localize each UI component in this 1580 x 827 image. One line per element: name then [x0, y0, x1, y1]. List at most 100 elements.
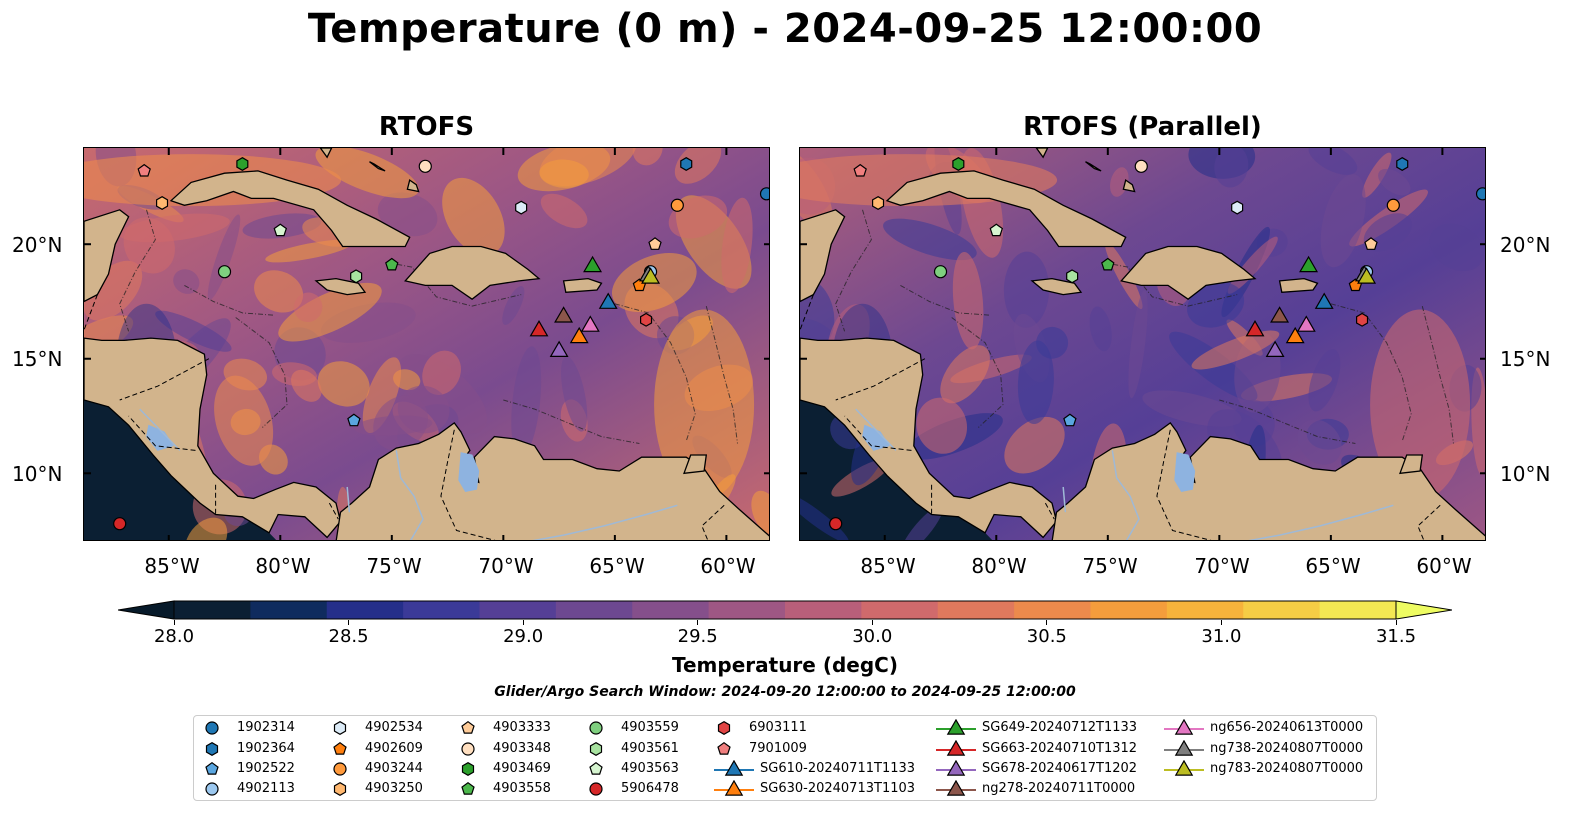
legend: 1902314 1902364 1902522 4902113 4902534 49026…	[193, 715, 1377, 801]
sst-patch	[511, 346, 542, 458]
river	[395, 450, 424, 540]
legend-marker	[205, 782, 219, 796]
legend-hexagon	[205, 742, 219, 756]
legend-label: SG663-20240710T1312	[982, 741, 1138, 756]
legend-marker	[461, 762, 475, 776]
colorbar-segment	[1090, 601, 1168, 619]
contour-line	[1219, 399, 1356, 444]
lat-label-20n-right: 20°N	[1500, 233, 1551, 257]
lon-label-60w: 60°W	[1416, 554, 1472, 578]
land-puertorico	[1278, 277, 1319, 293]
marker-1902522	[347, 413, 361, 427]
sst-patch	[315, 148, 419, 199]
contour-line	[705, 305, 738, 444]
legend-marker	[205, 721, 219, 735]
sst-patch	[155, 310, 232, 352]
legend-label: 7901009	[749, 741, 807, 756]
legend-marker	[205, 742, 219, 756]
sst-patch	[1128, 290, 1148, 399]
legend-label: 4903563	[621, 761, 679, 776]
legend-label: SG630-20240713T1103	[760, 781, 916, 796]
marker-SG630-20240713T1103	[569, 326, 589, 344]
marker-4903348	[1134, 159, 1148, 173]
sst-patch	[632, 148, 663, 166]
colorbar-segment	[1166, 601, 1244, 619]
marker-4902534	[1231, 200, 1244, 215]
sst-patch	[1378, 168, 1411, 196]
sst-patch	[721, 197, 753, 294]
sst-patch	[1004, 416, 1065, 474]
colorbar-segment	[250, 601, 328, 619]
marker-5906478	[113, 517, 127, 531]
legend-hexagon	[717, 721, 731, 735]
sst-patch	[800, 277, 835, 348]
marker-SG610-20240711T1133	[598, 292, 618, 309]
sst-patch	[353, 415, 433, 436]
lon-label-65w: 65°W	[1305, 554, 1361, 578]
sst-patch	[1003, 251, 1050, 328]
sst-patch	[1214, 148, 1249, 188]
land-hispaniola	[403, 245, 541, 301]
colorbar-segment	[785, 601, 862, 619]
marker-4903333	[1364, 237, 1378, 250]
sst-patch	[1370, 309, 1471, 500]
marker-ng656-20240613T0000	[580, 315, 600, 332]
legend-label: SG610-20240711T1133	[760, 761, 916, 776]
land-bahamas2	[1085, 161, 1102, 172]
legend-marker	[936, 760, 976, 776]
colorbar-segment	[1243, 601, 1321, 619]
legend-triangle	[1174, 740, 1194, 756]
legend-label: 4903558	[493, 781, 551, 796]
legend-label: ng278-20240711T0000	[982, 781, 1136, 796]
pacific-cold-water	[84, 400, 277, 540]
marker-SG649-20240712T1133	[1299, 255, 1319, 273]
legend-hexagon	[589, 742, 603, 756]
sst-patch	[1308, 349, 1341, 412]
country-border	[800, 294, 814, 332]
colorbar-tick-label: 31.5	[1375, 626, 1417, 647]
lon-label-80w: 80°W	[255, 554, 311, 578]
legend-label: ng656-20240613T0000	[1210, 720, 1364, 735]
land-bahamas1	[319, 148, 333, 159]
sst-patch	[254, 270, 304, 313]
legend-label: SG678-20240617T1202	[982, 761, 1138, 776]
sst-patch	[291, 369, 322, 402]
marker-4903561	[350, 269, 363, 284]
legend-pentagon	[717, 741, 731, 755]
river	[532, 504, 678, 540]
legend-label: 4903348	[493, 741, 551, 756]
panel-title-rtofs: RTOFS	[378, 112, 475, 142]
legend-triangle	[946, 780, 966, 796]
lon-label-70w: 70°W	[478, 554, 534, 578]
lon-label-65w: 65°W	[589, 554, 645, 578]
sst-patch	[800, 492, 849, 540]
land-jamaica	[1030, 277, 1083, 296]
sst-patch	[1308, 148, 1358, 175]
legend-label: ng738-20240807T0000	[1210, 741, 1364, 756]
colorbar-tick-mark	[1220, 620, 1222, 625]
legend-label: ng783-20240807T0000	[1210, 761, 1364, 776]
colorbar-segment	[403, 601, 481, 619]
land-hispaniola	[1119, 245, 1257, 301]
observation-markers	[113, 157, 769, 531]
legend-label: 6903111	[749, 720, 807, 735]
lat-label-20n-left: 20°N	[12, 233, 63, 257]
sst-patch	[442, 177, 505, 256]
river	[1111, 450, 1140, 540]
sst-patch	[184, 517, 228, 540]
colorbar-segment	[1014, 601, 1092, 619]
sst-patch	[214, 375, 274, 466]
legend-marker	[936, 780, 976, 796]
colorbar	[117, 600, 1453, 624]
sst-patch	[751, 490, 769, 535]
colorbar-segment	[708, 601, 786, 619]
lat-label-15n-right: 15°N	[1500, 347, 1551, 371]
lon-label-60w: 60°W	[700, 554, 756, 578]
marker-4902534	[515, 200, 528, 215]
sst-patch	[1362, 152, 1392, 198]
land-cuba	[169, 170, 411, 248]
colorbar-tick-mark	[871, 620, 873, 625]
country-border	[84, 294, 98, 332]
legend-label: 4903561	[621, 741, 679, 756]
legend-marker	[589, 742, 603, 756]
